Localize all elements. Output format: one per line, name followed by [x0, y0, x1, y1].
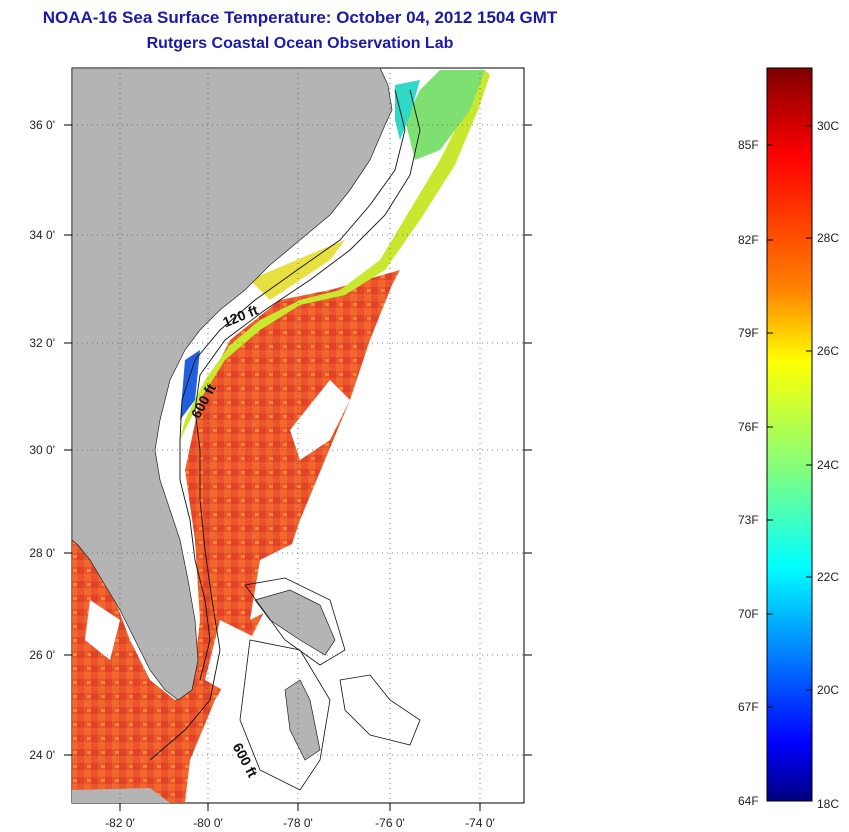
colorbar-c-label: 28C: [817, 231, 840, 245]
colorbar-f-label: 85F: [738, 138, 759, 152]
colorbar-f-label: 64F: [738, 794, 759, 808]
contour-bahamas: [244, 577, 346, 666]
lat-label: 32 0': [29, 336, 55, 350]
lat-label: 24 0': [29, 748, 55, 762]
axis-ticks: [64, 124, 532, 811]
contour-bahamas: [339, 674, 421, 746]
colorbar-c-label: 18C: [817, 797, 840, 811]
cloud-gap: [85, 600, 120, 660]
lat-label: 34 0': [29, 228, 55, 242]
colorbar-c-label: 20C: [817, 683, 840, 697]
cool-sst-area: [405, 70, 485, 160]
lon-label: -80 0': [193, 816, 223, 830]
cool-sst-area: [180, 350, 200, 420]
island: [254, 589, 336, 656]
colorbar-ticks: [767, 125, 812, 708]
cool-sst-area: [395, 80, 420, 140]
cloud-gap: [290, 380, 350, 460]
colorbar-f-label: 73F: [738, 513, 759, 527]
colorbar-c-label: 24C: [817, 458, 840, 472]
map-title: NOAA-16 Sea Surface Temperature: October…: [42, 8, 558, 27]
lon-label: -82 0': [105, 816, 135, 830]
colorbar-c-label: 30C: [817, 119, 840, 133]
colorbar-f-label: 76F: [738, 420, 759, 434]
colorbar-c-label: 26C: [817, 344, 840, 358]
colorbar: [766, 67, 813, 802]
colorbar-f-label: 70F: [738, 607, 759, 621]
contour-600ft: [149, 89, 421, 761]
lat-label: 30 0': [29, 443, 55, 457]
lon-label: -74 0': [465, 816, 495, 830]
lat-label: 36 0': [29, 118, 55, 132]
lon-label: -76 0': [375, 816, 405, 830]
contour-120ft: [179, 89, 406, 681]
colorbar-f-label: 82F: [738, 233, 759, 247]
graticule: [72, 68, 524, 803]
lat-label: 26 0': [29, 648, 55, 662]
colorbar-f-label: 79F: [738, 326, 759, 340]
colorbar-c-label: 22C: [817, 570, 840, 584]
contour-600ft-bahamas: [239, 639, 331, 791]
lon-label: -78 0': [283, 816, 313, 830]
colorbar-f-label: 67F: [738, 700, 759, 714]
island: [284, 679, 321, 761]
land-mass: [72, 68, 393, 701]
map-subtitle: Rutgers Coastal Ocean Observation Lab: [146, 35, 454, 52]
land-mass: [72, 788, 170, 803]
lat-label: 28 0': [29, 546, 55, 560]
